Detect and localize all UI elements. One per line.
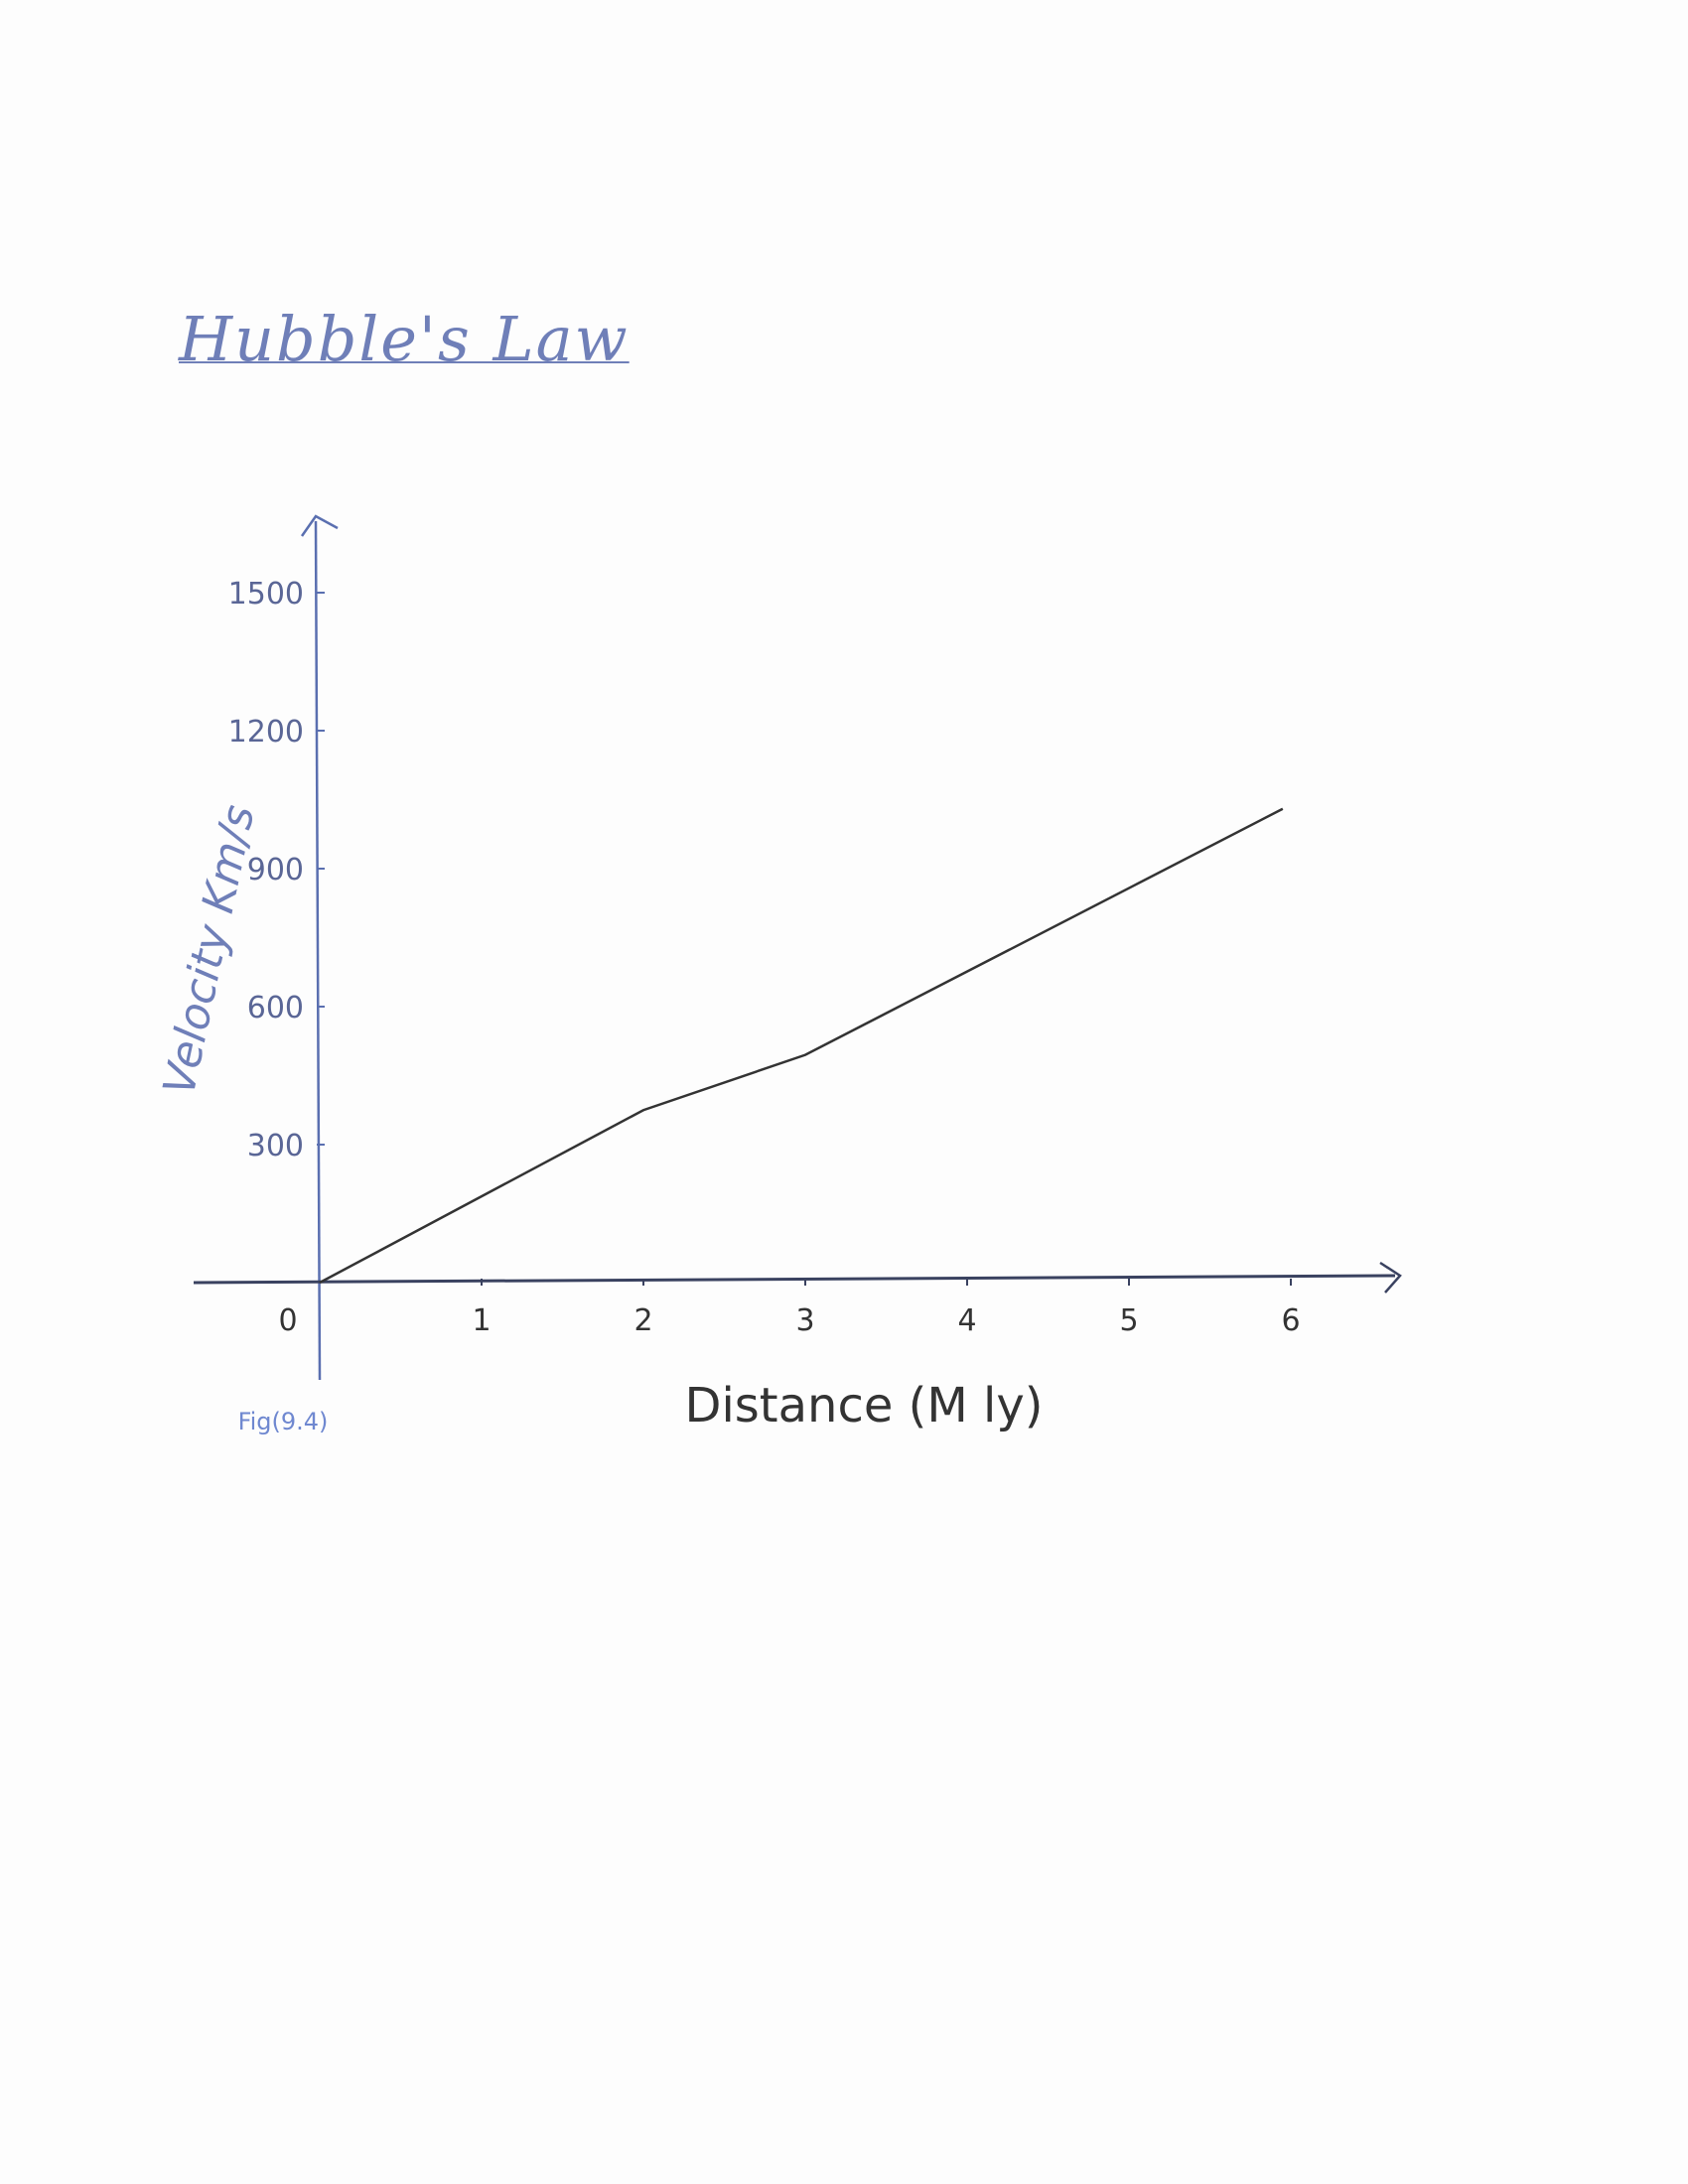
y-axis — [314, 520, 322, 1381]
figure-label: Fig(9.4) — [238, 1408, 329, 1435]
x-tick-label: 0 — [278, 1303, 297, 1338]
y-tick-label: 1500 — [228, 577, 304, 612]
y-axis-arrow — [300, 514, 339, 537]
x-tick-label: 1 — [472, 1303, 491, 1338]
x-axis — [193, 1274, 1396, 1285]
y-tick-label: 600 — [247, 991, 304, 1025]
chart-title: Hubble's Law — [179, 303, 630, 375]
y-tick-label: 900 — [247, 853, 304, 887]
x-axis-label: Distance (M ly) — [684, 1378, 1043, 1433]
y-tick-label: 300 — [247, 1129, 304, 1163]
y-axis-label: Velocity Km/s — [154, 800, 265, 1099]
series-line — [319, 807, 1284, 1285]
x-tick-label: 2 — [633, 1303, 652, 1338]
x-tick-label: 3 — [795, 1303, 814, 1338]
x-tick-label: 5 — [1119, 1303, 1138, 1338]
x-axis-arrow — [1379, 1261, 1402, 1294]
x-tick-label: 6 — [1281, 1303, 1300, 1338]
y-tick-label: 1200 — [228, 715, 304, 750]
x-tick-label: 4 — [957, 1303, 976, 1338]
